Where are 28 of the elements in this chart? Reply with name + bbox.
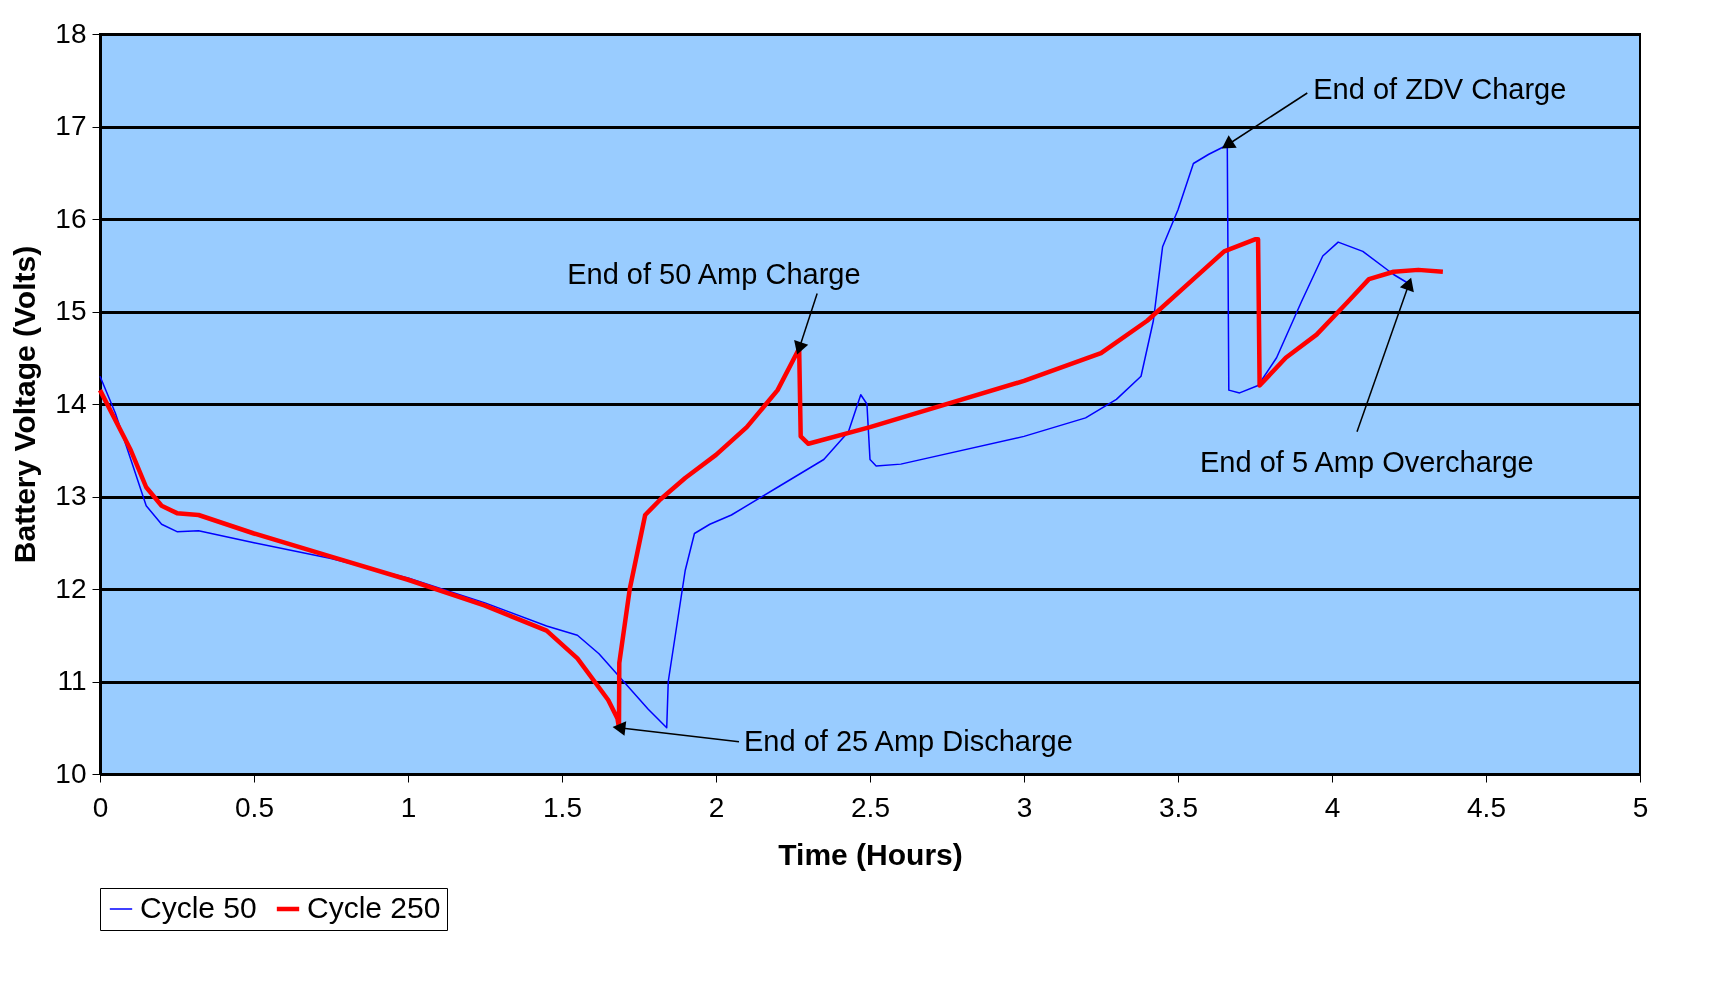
x-tick-label: 1 <box>400 791 417 823</box>
y-tick-label: 11 <box>57 665 87 696</box>
x-tick-label: 4.5 <box>1467 791 1506 823</box>
x-axis-title: Time (Hours) <box>778 837 963 871</box>
x-tick-label: 3.5 <box>1159 791 1198 823</box>
legend-label: Cycle 250 <box>307 891 441 924</box>
y-tick-label: 13 <box>55 480 87 511</box>
y-tick-label: 15 <box>55 295 87 326</box>
annotation: End of 25 Amp Discharge <box>743 724 1073 757</box>
x-tick-label: 0.5 <box>235 791 274 823</box>
y-tick-label: 10 <box>55 757 87 789</box>
annotation: End of 50 Amp Charge <box>567 257 861 290</box>
annotation: End of 5 Amp Overcharge <box>1200 445 1534 478</box>
y-tick-label: 17 <box>55 110 87 141</box>
y-axis-title: Battery Voltage (Volts) <box>8 245 42 564</box>
x-tick-label: 2.5 <box>851 791 890 823</box>
x-tick-label: 3 <box>1016 791 1033 823</box>
x-tick-label: 4 <box>1324 791 1341 823</box>
legend-label: Cycle 50 <box>140 891 257 924</box>
y-tick-label: 14 <box>55 387 87 419</box>
x-tick-label: 0 <box>92 791 109 823</box>
y-tick-label: 16 <box>55 202 87 234</box>
x-tick-label: 1.5 <box>543 791 582 823</box>
y-tick-label: 12 <box>55 572 87 604</box>
x-tick-label: 2 <box>708 791 725 823</box>
annotation: End of ZDV Charge <box>1313 73 1567 105</box>
y-tick-label: 18 <box>55 17 87 49</box>
x-tick-label: 5 <box>1632 791 1649 823</box>
